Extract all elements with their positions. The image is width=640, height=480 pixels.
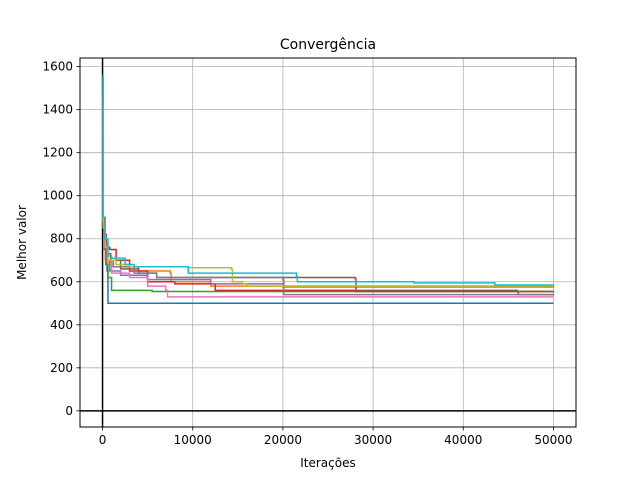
x-tick-label: 30000	[354, 433, 392, 447]
x-tick-label: 50000	[534, 433, 572, 447]
x-tick-label: 10000	[174, 433, 212, 447]
y-tick-label: 200	[50, 361, 73, 375]
x-axis-ticks: 0 10000 20000 30000 40000 50000	[99, 427, 573, 447]
y-tick-label: 1200	[42, 146, 73, 160]
y-axis-ticks: 0 200 400 600 800 1000 1200 1400 1600	[42, 60, 80, 418]
grid-lines	[80, 58, 576, 427]
y-tick-label: 0	[65, 404, 73, 418]
x-tick-label: 40000	[444, 433, 482, 447]
y-tick-label: 800	[50, 232, 73, 246]
y-tick-label: 1600	[42, 60, 73, 74]
chart-title: Convergência	[280, 37, 376, 53]
y-tick-label: 600	[50, 275, 73, 289]
y-tick-label: 1000	[42, 189, 73, 203]
x-tick-label: 0	[99, 433, 107, 447]
x-tick-label: 20000	[264, 433, 302, 447]
plot-frame	[79, 57, 577, 428]
series-line-10	[102, 74, 555, 287]
y-tick-label: 400	[50, 318, 73, 332]
series-lines	[102, 74, 555, 305]
y-tick-label: 1400	[42, 103, 73, 117]
x-axis-label: Iterações	[300, 456, 356, 470]
y-axis-label: Melhor valor	[15, 205, 29, 280]
